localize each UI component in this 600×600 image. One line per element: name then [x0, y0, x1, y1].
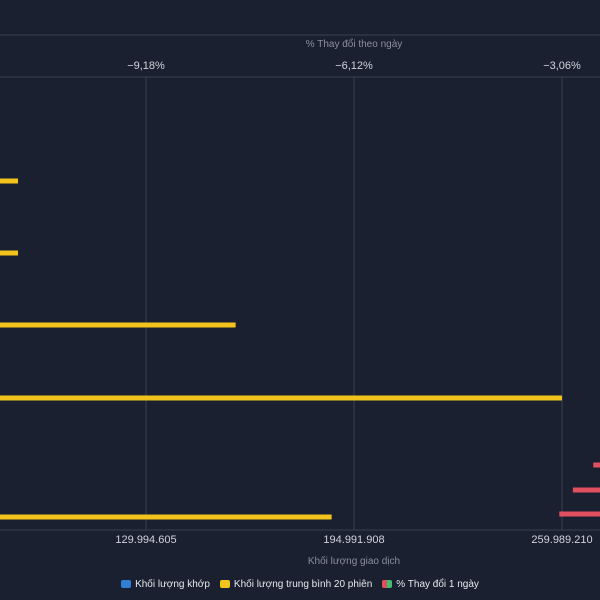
legend-label-avg-volume: Khối lượng trung bình 20 phiên	[233, 578, 373, 590]
bottom-tick-label: 129.994.605	[115, 534, 176, 546]
tick-labels: 129.994.605 194.991.908 259.989.210 −9,18% −…	[115, 60, 592, 546]
legend: Khối lượng khớp Khối lượng trung bình 20…	[0, 574, 600, 594]
avg-volume-bar	[0, 395, 563, 401]
avg-volume-bar	[0, 514, 332, 520]
top-tick-label: −6,12%	[335, 60, 373, 72]
legend-swatch-daily-change	[382, 580, 393, 588]
bottom-tick-label: 259.989.210	[531, 534, 592, 546]
top-axis-title: % Thay đổi theo ngày	[306, 38, 403, 50]
top-tick-label: −9,18%	[127, 60, 165, 72]
daily-change-bar	[572, 487, 600, 493]
legend-label-matched-volume: Khối lượng khớp	[135, 578, 210, 590]
avg-volume-bar	[0, 322, 236, 328]
legend-swatch-avg-volume	[219, 580, 230, 588]
legend-item-matched-volume[interactable]: Khối lượng khớp	[121, 579, 210, 590]
bottom-tick-label: 194.991.908	[323, 534, 384, 546]
avg-volume-bar	[0, 178, 19, 184]
daily-change-bar	[559, 511, 600, 517]
legend-item-avg-volume[interactable]: Khối lượng trung bình 20 phiên	[219, 578, 373, 590]
legend-swatch-matched-volume	[121, 580, 132, 588]
bars	[0, 178, 600, 520]
avg-volume-bar	[0, 250, 19, 256]
grid-lines	[145, 77, 563, 530]
top-tick-label: −3,06%	[543, 60, 581, 72]
legend-label-daily-change: % Thay đổi 1 ngày	[396, 578, 479, 590]
daily-change-bar	[593, 462, 600, 468]
bottom-axis-title: Khối lượng giao dịch	[308, 555, 400, 567]
legend-item-daily-change[interactable]: % Thay đổi 1 ngày	[382, 579, 479, 590]
